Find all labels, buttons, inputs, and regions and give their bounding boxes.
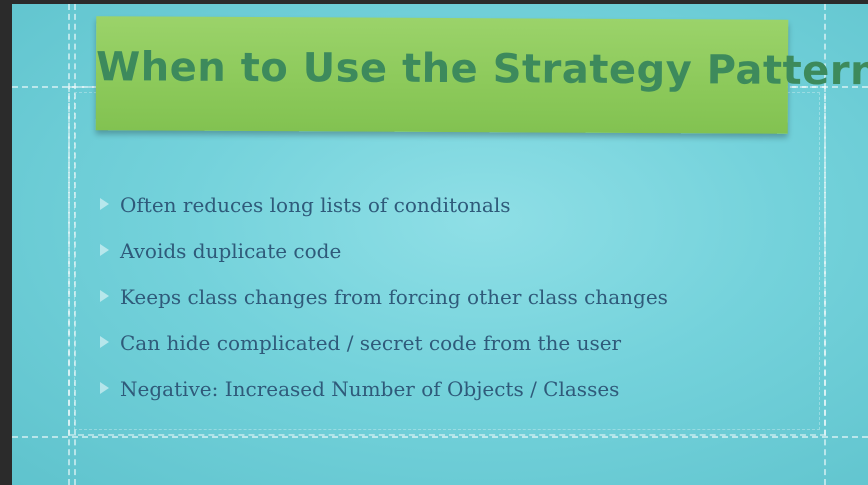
slide-title: When to Use the Strategy Pattern [96,44,788,94]
triangle-bullet-icon [100,382,109,394]
triangle-bullet-icon [100,198,109,210]
bullet-list: Often reduces long lists of conditonals … [100,182,668,412]
bullet-text: Avoids duplicate code [120,239,341,263]
slide-canvas: When to Use the Strategy Pattern Often r… [12,4,868,485]
title-banner: When to Use the Strategy Pattern [96,16,789,134]
triangle-bullet-icon [100,290,109,302]
bullet-text: Keeps class changes from forcing other c… [120,285,668,309]
bullet-item: Keeps class changes from forcing other c… [100,274,668,320]
bullet-text: Often reduces long lists of conditonals [120,193,511,217]
bullet-item: Can hide complicated / secret code from … [100,320,668,366]
stitch-line-bottom [12,436,868,438]
bullet-item: Avoids duplicate code [100,228,668,274]
bullet-text: Negative: Increased Number of Objects / … [120,377,619,401]
bullet-item: Often reduces long lists of conditonals [100,182,668,228]
triangle-bullet-icon [100,244,109,256]
triangle-bullet-icon [100,336,109,348]
bullet-item: Negative: Increased Number of Objects / … [100,366,668,412]
bullet-text: Can hide complicated / secret code from … [120,331,621,355]
